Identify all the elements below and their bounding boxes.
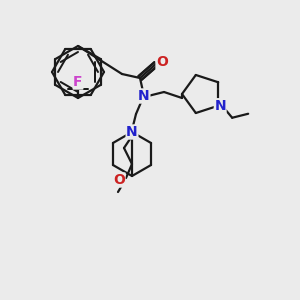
Text: O: O xyxy=(113,173,125,187)
Text: N: N xyxy=(126,125,138,139)
Text: N: N xyxy=(214,99,226,113)
Text: F: F xyxy=(73,75,83,89)
Text: N: N xyxy=(138,89,150,103)
Text: O: O xyxy=(156,55,168,69)
